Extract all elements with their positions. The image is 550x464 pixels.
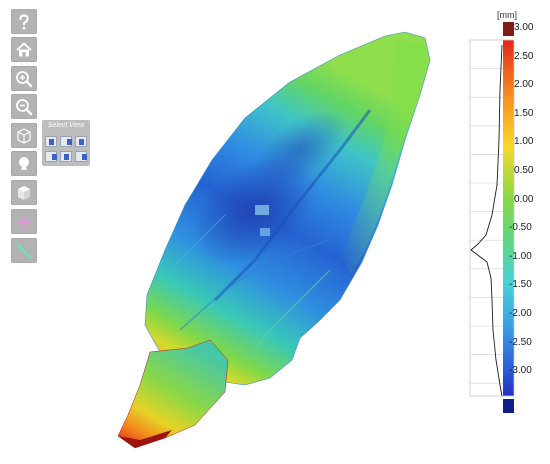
color-scale-tick-label: 1.00 — [514, 136, 534, 148]
color-scale-tick-label: 2.50 — [514, 50, 534, 62]
crosshair-plus-icon — [17, 214, 31, 229]
measure-line-icon — [16, 242, 32, 259]
color-scale-tick-label: -1.50 — [509, 279, 532, 291]
lighting-button[interactable] — [11, 151, 37, 176]
view-left-button[interactable] — [75, 136, 87, 147]
solid-view-button[interactable] — [11, 180, 37, 205]
color-scale-bottom-swatch — [503, 399, 514, 413]
view-front-button[interactable] — [45, 136, 57, 147]
light-bulb-icon — [19, 156, 29, 170]
color-scale-tick-label: -2.50 — [509, 336, 532, 348]
view-back-button[interactable] — [60, 136, 72, 147]
color-scale-tick-label: -1.00 — [509, 250, 532, 262]
select-view-title: Select View — [47, 122, 85, 129]
help-button[interactable] — [11, 9, 37, 34]
view-bottom-button[interactable] — [75, 151, 87, 162]
add-point-button[interactable] — [11, 209, 37, 234]
view-top-button[interactable] — [60, 151, 72, 162]
color-scale-tick-label: -0.50 — [509, 222, 532, 234]
zoom-in-button[interactable] — [11, 66, 37, 91]
zoom-out-icon — [16, 98, 33, 115]
color-scale-tick-label: 3.00 — [514, 22, 534, 33]
color-scale-tick-label: 0.50 — [514, 165, 534, 176]
color-scale-tick-label: 2.00 — [514, 79, 534, 91]
solid-cube-icon — [18, 185, 30, 200]
measure-button[interactable] — [11, 238, 37, 263]
zoom-in-icon — [16, 70, 33, 87]
color-scale-top-swatch — [503, 22, 514, 36]
color-scale-tick-label: -3.00 — [509, 365, 532, 377]
help-icon — [19, 13, 29, 29]
color-scale-tick-label: 1.50 — [514, 107, 534, 119]
specimen-base — [117, 339, 229, 449]
zoom-out-button[interactable] — [11, 94, 37, 119]
view-right-button[interactable] — [45, 151, 57, 162]
select-view-panel: Select View — [42, 120, 90, 166]
wireframe-cube-icon — [17, 127, 31, 144]
select-view-button[interactable] — [11, 123, 37, 148]
home-button[interactable] — [11, 37, 37, 62]
color-scale-unit: [mm] — [497, 10, 517, 20]
color-scale-tick-label: 0.00 — [514, 193, 534, 205]
home-icon — [16, 41, 32, 56]
color-scale-tick-label: -2.00 — [509, 308, 532, 319]
